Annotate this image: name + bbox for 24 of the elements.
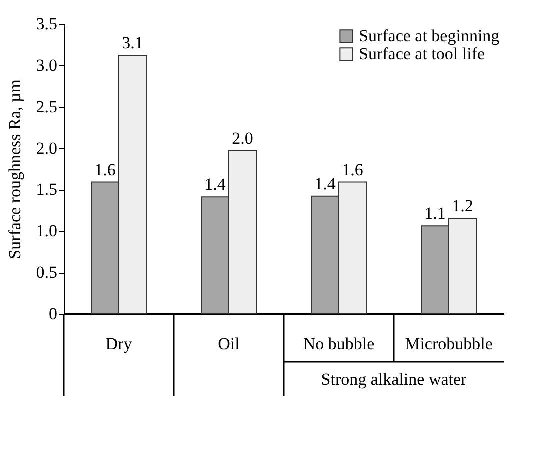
legend-label: Surface at tool life — [359, 44, 486, 64]
data-label: 1.1 — [424, 204, 446, 224]
y-axis-title: Surface roughness Ra, µm — [5, 80, 24, 260]
x-tick-label: Oil — [218, 334, 240, 354]
y-tick-label: 2.0 — [36, 138, 58, 158]
y-tick-label: 3.5 — [36, 14, 58, 34]
data-label: 1.2 — [452, 196, 474, 216]
x-tick-label: Dry — [106, 334, 133, 354]
y-tick-label: 0.5 — [36, 263, 58, 282]
y-tick-label: 2.5 — [36, 97, 58, 116]
data-label: 1.4 — [204, 175, 226, 194]
legend-label: Surface at beginning — [359, 26, 500, 46]
x-tick-label: No bubble — [303, 334, 375, 354]
y-tick-label: 1.0 — [36, 222, 58, 241]
data-label: 2.0 — [232, 128, 254, 148]
y-tick-label: 0 — [49, 304, 58, 324]
data-label: 1.6 — [94, 160, 116, 180]
text: Strong alkaline water — [321, 370, 468, 389]
y-tick-label: 3.0 — [36, 56, 58, 75]
x-tick-label: Microbubble — [405, 334, 493, 354]
data-label: 3.1 — [122, 33, 144, 52]
y-tick-label: 1.5 — [36, 180, 58, 200]
data-label: 1.6 — [342, 160, 364, 180]
data-label: 1.4 — [314, 174, 336, 194]
